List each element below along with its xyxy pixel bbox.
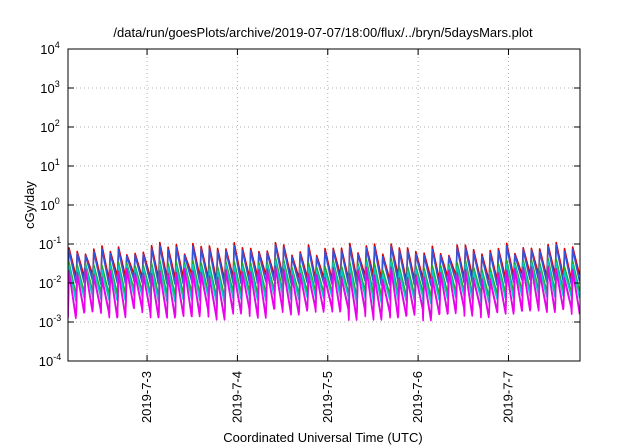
y-tick-label: 101 [40,157,59,174]
chart-title: /data/run/goesPlots/archive/2019-07-07/1… [113,25,533,40]
x-tick-label: 2019-7-3 [139,371,154,423]
y-tick-label: 103 [40,79,59,96]
y-axis: 10-4 10-3 10-2 10-1 100 101 102 103 104 [39,40,580,369]
series-line-5 [68,267,580,322]
x-tick-label: 2019-7-4 [229,371,244,423]
y-tick-label: 10-2 [39,274,61,291]
y-axis-label: cGy/day [22,181,37,229]
y-tick-label: 10-4 [39,352,61,369]
grid-lines [68,49,580,361]
x-axis: 2019-7-3 2019-7-4 2019-7-5 2019-7-6 2019-7-7 [139,49,515,423]
y-tick-label: 10-1 [39,235,61,252]
y-tick-label: 102 [40,118,59,135]
series-group [68,241,580,322]
y-tick-label: 104 [40,40,59,57]
x-tick-label: 2019-7-5 [320,371,335,423]
x-tick-label: 2019-7-7 [500,371,515,423]
y-tick-label: 100 [40,196,59,213]
y-tick-label: 10-3 [39,313,61,330]
x-axis-label: Coordinated Universal Time (UTC) [223,430,422,445]
x-tick-label: 2019-7-6 [410,371,425,423]
